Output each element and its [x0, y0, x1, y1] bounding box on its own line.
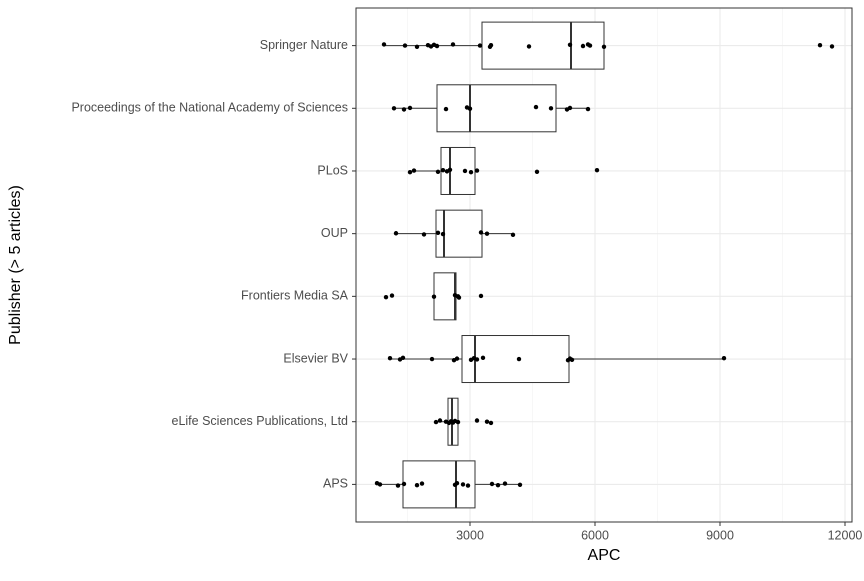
data-point: [401, 481, 407, 487]
data-point: [594, 167, 600, 173]
data-point: [474, 418, 480, 423]
data-point: [567, 42, 573, 48]
data-point: [414, 44, 420, 50]
data-point: [548, 106, 554, 111]
box: [433, 272, 457, 321]
x-tick-label: 12000: [828, 528, 863, 542]
data-point: [468, 169, 474, 175]
data-point: [526, 44, 532, 49]
data-point: [478, 230, 484, 235]
data-point: [534, 169, 540, 174]
y-tick-label: Frontiers Media SA: [241, 289, 349, 303]
data-point: [721, 356, 727, 361]
data-point: [567, 105, 573, 111]
data-point: [516, 356, 522, 362]
data-point: [434, 43, 440, 49]
data-point: [435, 169, 441, 174]
data-point: [829, 44, 835, 49]
data-point: [450, 42, 456, 47]
data-point: [383, 294, 389, 300]
data-point: [440, 167, 446, 173]
data-point: [387, 356, 393, 361]
data-point: [456, 295, 462, 300]
data-point: [817, 43, 823, 48]
data-point: [395, 483, 401, 488]
data-point: [447, 167, 453, 172]
data-point: [585, 106, 591, 112]
data-point: [402, 43, 408, 48]
data-point: [601, 44, 607, 50]
box: [461, 335, 570, 384]
plot-border: [355, 7, 853, 523]
data-point: [421, 232, 427, 237]
data-point: [433, 419, 439, 425]
data-point: [407, 169, 413, 175]
data-point: [465, 483, 471, 488]
data-point: [467, 106, 473, 111]
x-tick-label: 3000: [456, 528, 484, 542]
data-point: [381, 42, 387, 47]
data-point: [435, 230, 441, 236]
data-point: [440, 231, 446, 237]
data-point: [488, 420, 494, 426]
data-point: [517, 482, 523, 487]
y-axis-title: Publisher (> 5 articles): [7, 185, 24, 345]
x-tick-label: 9000: [706, 528, 734, 542]
data-point: [437, 418, 443, 423]
data-point: [419, 481, 425, 486]
data-point: [391, 106, 397, 111]
data-point: [484, 231, 490, 236]
data-point: [400, 355, 406, 361]
y-tick-label: Proceedings of the National Academy of S…: [71, 101, 348, 115]
data-point: [510, 232, 516, 238]
data-point: [484, 419, 490, 424]
data-point: [389, 293, 395, 298]
data-point: [454, 480, 460, 486]
data-point: [477, 43, 483, 48]
y-tick-label: APS: [323, 477, 348, 491]
data-point: [414, 482, 420, 488]
box: [481, 21, 605, 70]
data-point: [569, 357, 575, 363]
data-point: [489, 481, 495, 487]
data-point: [454, 356, 460, 361]
data-point: [488, 43, 494, 48]
data-point: [411, 168, 417, 173]
data-point: [455, 419, 461, 425]
data-point: [460, 482, 466, 487]
x-axis-title: APC: [588, 547, 621, 564]
data-point: [431, 294, 437, 299]
data-point: [478, 293, 484, 299]
data-point: [401, 107, 407, 112]
y-tick-label: PLoS: [317, 163, 348, 177]
data-point: [407, 105, 413, 111]
data-point: [429, 356, 435, 362]
y-tick-label: Elsevier BV: [283, 351, 348, 365]
data-point: [587, 43, 593, 48]
y-tick-label: OUP: [321, 226, 348, 240]
data-point: [443, 106, 449, 112]
data-point: [377, 482, 383, 487]
data-point: [502, 481, 508, 486]
data-point: [474, 357, 480, 362]
box: [436, 84, 557, 133]
data-point: [462, 168, 468, 174]
data-point: [533, 104, 539, 110]
data-point: [580, 43, 586, 49]
y-tick-label: eLife Sciences Publications, Ltd: [172, 414, 349, 428]
data-point: [474, 168, 480, 173]
x-tick-label: 6000: [581, 528, 609, 542]
data-point: [495, 482, 501, 488]
data-point: [393, 231, 399, 236]
data-point: [480, 355, 486, 361]
y-tick-label: Springer Nature: [260, 38, 348, 52]
plot-background: [356, 8, 852, 522]
